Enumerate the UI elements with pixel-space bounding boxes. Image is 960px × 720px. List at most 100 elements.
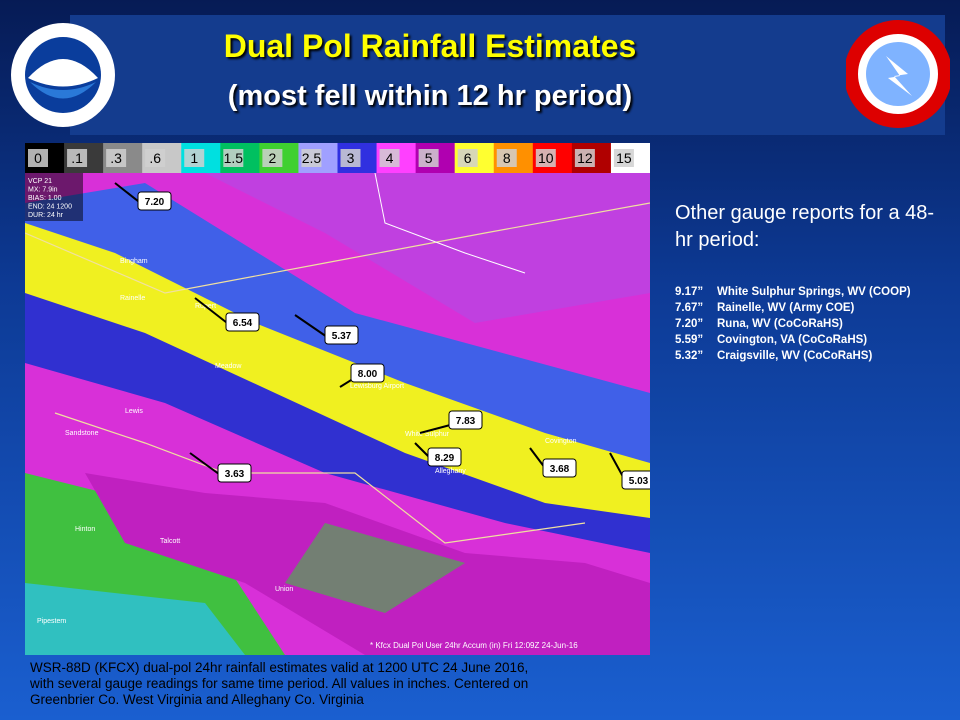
gauge-label: 3.68: [550, 464, 570, 475]
scale-label: 1: [190, 150, 198, 166]
scale-label: 5: [425, 150, 433, 166]
nws-logo: [846, 20, 950, 128]
callout-box: [217, 463, 252, 483]
scale-label-box: [28, 149, 48, 167]
gauge-row: 7.20” Runa, WV (CoCoRaHS): [675, 316, 911, 332]
scale-label: .6: [149, 150, 161, 166]
gauge-label: 8.29: [435, 453, 455, 464]
scale-label: 10: [538, 150, 554, 166]
place-label: Lewis: [125, 408, 143, 415]
scale-label-box: [223, 149, 244, 167]
scale-label-box: [145, 149, 166, 167]
scale-label-box: [184, 149, 205, 167]
place-label: Pipestem: [37, 618, 66, 625]
gauge-row: 5.32” Craigsville, WV (CoCoRaHS): [675, 348, 911, 364]
scale-label: 0: [34, 150, 42, 166]
gauge-label: 5.37: [332, 331, 352, 342]
gauge-value: 5.59”: [675, 334, 704, 346]
side-heading: Other gauge reports for a 48-hr period:: [675, 202, 935, 251]
caption-line: Greenbrier Co. West Virginia and Allegha…: [30, 692, 364, 707]
radar-image: 0 .1 .3 .6 1 1.5 2 2.5 3 4 5 6 8 10 12 15 VCP 21 MX: 7.9…: [25, 143, 650, 655]
place-label: Rainelle: [120, 295, 145, 302]
scale-label-box: [106, 149, 127, 167]
gauge-station: White Sulphur Springs, WV (COOP): [717, 286, 911, 298]
caption-line: with several gauge readings for same tim…: [30, 676, 529, 691]
place-label: White Sulphur: [405, 431, 450, 438]
place-label: Covington: [545, 438, 577, 445]
scale-label: 15: [616, 150, 632, 166]
scale-label: .1: [71, 150, 83, 166]
gauge-label: 7.83: [456, 416, 476, 427]
radar-info: MX: 7.9in: [28, 187, 58, 194]
place-label: Union: [275, 586, 293, 593]
scale-label-box: [613, 149, 634, 167]
gauge-label: 7.20: [145, 197, 165, 208]
radar-info: END: 24 1200: [28, 204, 72, 211]
gauge-station: Craigsville, WV (CoCoRaHS): [717, 350, 873, 362]
callout-pointer: [194, 297, 232, 327]
gauge-label: 6.54: [233, 318, 253, 329]
place-label: Alleghany: [435, 468, 466, 475]
scale-label-box: [496, 149, 517, 167]
radar-info: VCP 21: [28, 178, 52, 185]
noaa-logo: [11, 23, 115, 127]
place-label: Talcott: [160, 538, 180, 545]
title-bar: [70, 15, 945, 135]
scale-label: 6: [464, 150, 472, 166]
radar-stamp: * Kfcx Dual Pol User 24hr Accum (in) Fri…: [370, 641, 578, 650]
gauge-value: 5.32”: [675, 350, 704, 362]
scale-label: 2.5: [302, 150, 322, 166]
callout-box: [427, 447, 462, 467]
caption: WSR-88D (KFCX) dual-pol 24hr rainfall es…: [30, 660, 528, 708]
gauge-label: 8.00: [358, 369, 378, 380]
callout-box: [225, 312, 260, 332]
scale-label: 12: [577, 150, 593, 166]
subtitle: (most fell within 12 hr period): [227, 80, 633, 112]
place-label: Sandstone: [65, 430, 99, 437]
place-label: Lewisburg Airport: [350, 383, 404, 390]
scale-label-box: [262, 149, 283, 167]
scale-label: 3: [347, 150, 355, 166]
gauge-label: 3.63: [225, 469, 245, 480]
scale-label-box: [340, 149, 361, 167]
scale-label: 4: [386, 150, 394, 166]
scale-label: 2: [268, 150, 276, 166]
scale-label-box: [418, 149, 439, 167]
gauge-row: 5.59” Covington, VA (CoCoRaHS): [675, 332, 911, 348]
callout-pointer: [419, 423, 455, 434]
radar-info: DUR: 24 hr: [28, 212, 64, 219]
gauge-value: 7.67”: [675, 302, 704, 314]
callout-box: [350, 363, 385, 383]
gauge-value: 7.20”: [675, 318, 704, 330]
scale-label: 8: [503, 150, 511, 166]
radar-info: BIAS: 1.00: [28, 195, 62, 202]
gauge-value: 9.17”: [675, 286, 704, 298]
gauge-station: Rainelle, WV (Army COE): [717, 302, 855, 314]
scale-label: 1.5: [224, 150, 244, 166]
title: Dual Pol Rainfall Estimates: [223, 28, 637, 64]
scale-label-box: [67, 149, 88, 167]
gauge-station: Covington, VA (CoCoRaHS): [717, 334, 868, 346]
scale-label-box: [301, 149, 322, 167]
callout-box: [137, 191, 172, 211]
place-label: Meadow: [215, 363, 242, 370]
scale-label: .3: [110, 150, 122, 166]
gauge-list: 9.17” White Sulphur Springs, WV (COOP) 7.6…: [675, 284, 911, 364]
place-label: Bingham: [120, 258, 148, 265]
gauge-row: 7.67” Rainelle, WV (Army COE): [675, 300, 911, 316]
gauge-label: 5.03: [629, 476, 649, 487]
gauge-station: Runa, WV (CoCoRaHS): [717, 318, 843, 330]
gauge-row: 9.17” White Sulphur Springs, WV (COOP): [675, 284, 911, 300]
place-label: Hinton: [75, 526, 95, 533]
scale-label-box: [457, 149, 478, 167]
scale-label-box: [535, 149, 556, 167]
callout-box: [542, 458, 577, 478]
scale-label-box: [574, 149, 595, 167]
callout-box: [324, 325, 359, 345]
callout-pointer: [294, 314, 331, 340]
scale-label-box: [379, 149, 400, 167]
caption-line: WSR-88D (KFCX) dual-pol 24hr rainfall es…: [30, 660, 529, 675]
callout-box: [448, 410, 483, 430]
callout-box: [621, 470, 650, 490]
